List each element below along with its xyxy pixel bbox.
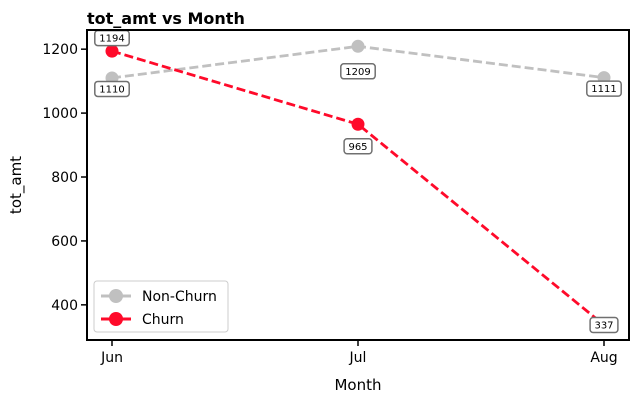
x-tick-label: Jul — [349, 350, 367, 366]
data-label-non-churn: 1111 — [587, 81, 621, 96]
data-label-text: 965 — [348, 142, 367, 153]
data-label-text: 1194 — [99, 34, 124, 45]
data-point-churn — [106, 45, 119, 58]
legend: Non-Churn Churn — [94, 281, 228, 332]
data-point-non-churn — [352, 40, 365, 53]
data-point-churn — [352, 118, 365, 131]
legend-label-churn: Churn — [142, 312, 184, 328]
y-tick-label: 600 — [51, 234, 78, 250]
x-axis-label: Month — [334, 376, 381, 394]
data-label-text: 1209 — [345, 67, 370, 78]
legend-marker-non-churn — [109, 289, 123, 303]
data-label-text: 1111 — [591, 84, 616, 95]
data-label-churn: 965 — [344, 139, 372, 154]
y-axis-label: tot_amt — [7, 156, 26, 214]
y-tick-label: 1000 — [42, 106, 78, 122]
data-label-churn: 337 — [590, 317, 618, 332]
y-tick-label: 1200 — [42, 42, 78, 58]
data-label-text: 1110 — [99, 84, 124, 95]
legend-marker-churn — [109, 312, 123, 326]
x-tick-label: Aug — [590, 350, 617, 366]
y-tick-label: 800 — [51, 170, 78, 186]
data-label-text: 337 — [594, 320, 613, 331]
data-label-non-churn: 1110 — [95, 81, 129, 96]
data-label-non-churn: 1209 — [341, 64, 375, 79]
x-tick-label: Jun — [100, 350, 123, 366]
chart-title: tot_amt vs Month — [87, 9, 245, 28]
y-tick-label: 400 — [51, 298, 78, 314]
data-label-churn: 1194 — [95, 31, 129, 46]
legend-label-non-churn: Non-Churn — [142, 289, 217, 305]
